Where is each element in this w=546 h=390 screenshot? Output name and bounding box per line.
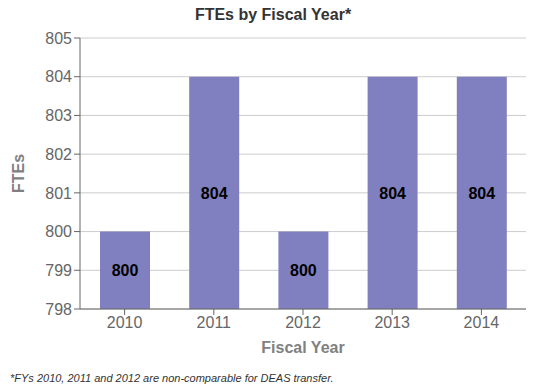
svg-text:802: 802 xyxy=(45,146,72,163)
svg-text:804: 804 xyxy=(379,185,406,202)
svg-text:2013: 2013 xyxy=(374,314,410,331)
svg-text:805: 805 xyxy=(45,30,72,47)
svg-text:2011: 2011 xyxy=(197,314,232,331)
svg-text:804: 804 xyxy=(201,185,228,202)
svg-text:798: 798 xyxy=(45,301,72,318)
html-text:FTEs by Fiscal Year*: FTEs by Fiscal Year* xyxy=(194,6,352,23)
svg-text:2012: 2012 xyxy=(285,314,321,331)
svg-text:2010: 2010 xyxy=(107,314,143,331)
svg-text:FTEs: FTEs xyxy=(10,154,27,193)
svg-text:803: 803 xyxy=(45,107,72,124)
svg-text:Fiscal Year: Fiscal Year xyxy=(261,339,344,356)
svg-text:804: 804 xyxy=(45,68,72,85)
svg-text:801: 801 xyxy=(45,185,72,202)
svg-text:800: 800 xyxy=(45,223,72,240)
html-text:*FYs 2010, 2011 and 2012 are n: *FYs 2010, 2011 and 2012 are non-compara… xyxy=(10,372,334,384)
svg-text:2014: 2014 xyxy=(464,314,500,331)
svg-text:800: 800 xyxy=(290,262,317,279)
svg-text:800: 800 xyxy=(112,262,139,279)
svg-text:804: 804 xyxy=(468,185,495,202)
svg-text:799: 799 xyxy=(45,262,72,279)
